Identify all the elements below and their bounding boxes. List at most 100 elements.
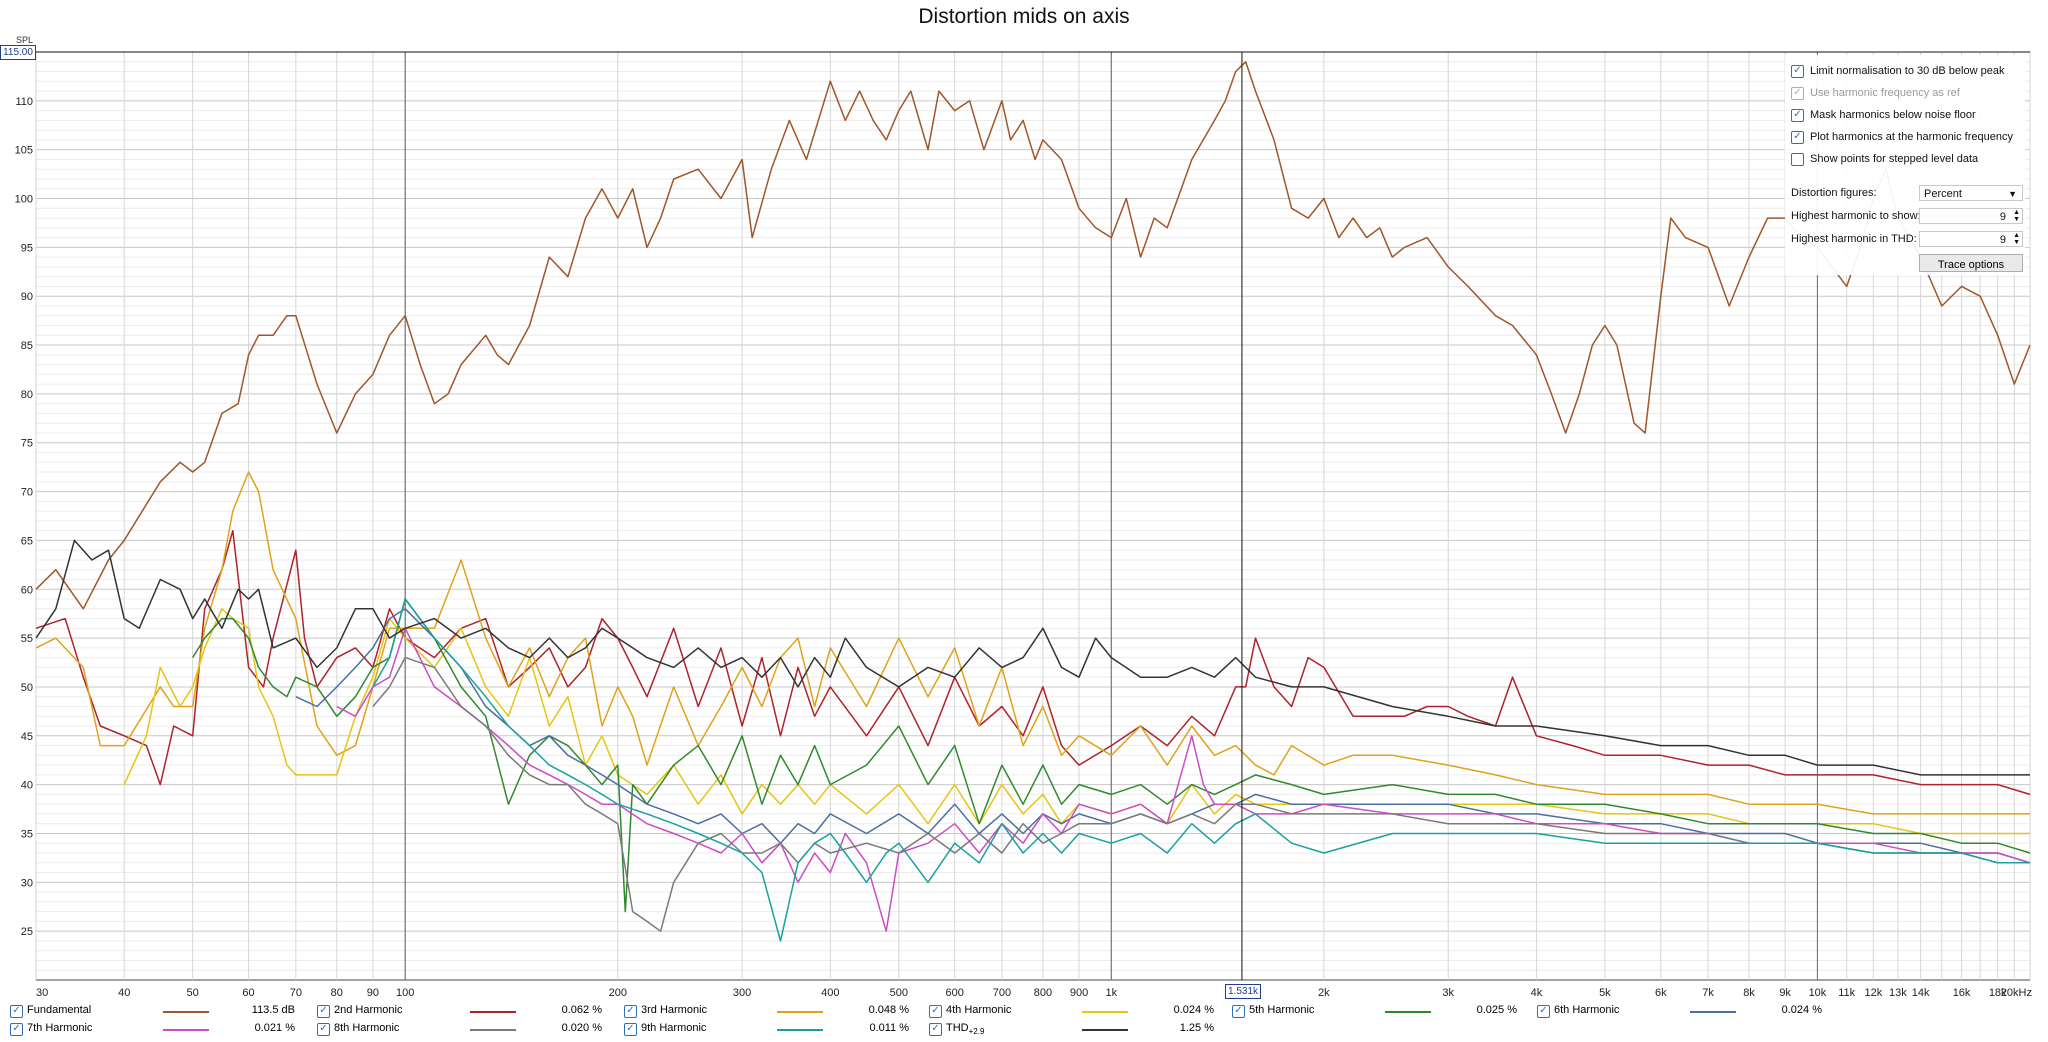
legend-value: 0.011 % — [869, 1022, 909, 1034]
checkbox-icon[interactable]: ✓ — [1537, 1004, 1550, 1018]
legend-value: 113.5 dB — [251, 1004, 295, 1016]
checkbox-icon[interactable]: ✓ — [624, 1022, 637, 1036]
checkbox-icon[interactable] — [1791, 152, 1804, 166]
x-tick-label: 400 — [821, 987, 839, 999]
legend-item-5th-harmonic[interactable]: ✓ 5th Harmonic 0.025 % — [1232, 1003, 1522, 1019]
y-tick-label: 30 — [21, 877, 33, 889]
y-tick-label: 105 — [15, 145, 33, 157]
x-tick-label: 14k — [1912, 987, 1930, 999]
series-line-8th-harmonic — [372, 656, 2030, 932]
legend-item-fundamental[interactable]: ✓ Fundamental 113.5 dB — [10, 1003, 300, 1019]
legend-item-2nd-harmonic[interactable]: ✓ 2nd Harmonic 0.062 % — [317, 1003, 607, 1019]
legend-item-6th-harmonic[interactable]: ✓ 6th Harmonic 0.024 % — [1537, 1003, 1827, 1019]
x-tick-label: 7k — [1702, 987, 1714, 999]
checkbox-icon[interactable]: ✓ — [10, 1022, 23, 1036]
checkbox-icon[interactable]: ✓ — [317, 1004, 330, 1018]
x-tick-label: 11k — [1838, 987, 1855, 999]
highest-harmonic-show-spinner[interactable]: 9 ▲ ▼ — [1919, 208, 2023, 224]
legend: ✓ Fundamental 113.5 dB ✓ 2nd Harmonic 0.… — [0, 1003, 2048, 1042]
checkbox-icon[interactable]: ✓ — [929, 1004, 942, 1018]
y-tick-label: 75 — [21, 438, 33, 450]
legend-thd-sub: +2.9 — [968, 1027, 985, 1037]
checkbox-icon[interactable]: ✓ — [1791, 108, 1804, 122]
legend-swatch — [1082, 1029, 1128, 1031]
legend-swatch — [163, 1029, 209, 1031]
y-tick-label: 50 — [21, 682, 33, 694]
checkbox-icon[interactable]: ✓ — [929, 1022, 942, 1036]
checkbox-icon[interactable]: ✓ — [1791, 130, 1804, 144]
y-tick-label: 45 — [21, 731, 33, 743]
checkbox-icon[interactable]: ✓ — [1232, 1004, 1245, 1018]
spinner-arrows-icon[interactable]: ▲ ▼ — [2013, 232, 2020, 246]
x-tick-label: 2k — [1318, 987, 1330, 999]
x-tick-label: 3k — [1442, 987, 1454, 999]
legend-item-4th-harmonic[interactable]: ✓ 4th Harmonic 0.024 % — [929, 1003, 1219, 1019]
x-tick-label: 1k — [1106, 987, 1118, 999]
legend-name: 2nd Harmonic — [334, 1004, 403, 1016]
legend-item-7th-harmonic[interactable]: ✓ 7th Harmonic 0.021 % — [10, 1021, 300, 1037]
y-tick-label: 55 — [21, 633, 33, 645]
highest-harmonic-thd-spinner[interactable]: 9 ▲ ▼ — [1919, 231, 2023, 247]
distortion-figures-dropdown[interactable]: Percent ▼ — [1919, 185, 2023, 201]
legend-item-thd[interactable]: ✓ THD+2.9 1.25 % — [929, 1021, 1219, 1037]
chart-title: Distortion mids on axis — [918, 5, 1130, 28]
legend-swatch — [470, 1029, 516, 1031]
y-tick-label: 25 — [21, 926, 33, 938]
legend-swatch — [470, 1011, 516, 1013]
x-tick-label: 900 — [1070, 987, 1088, 999]
legend-value: 0.024 % — [1173, 1004, 1214, 1016]
series-line-2nd-harmonic — [35, 529, 2031, 796]
x-tick-label: 500 — [890, 987, 908, 999]
checkbox-icon[interactable]: ✓ — [624, 1004, 637, 1018]
legend-name: 3rd Harmonic — [641, 1004, 708, 1016]
limit-normalisation-option[interactable]: ✓ Limit normalisation to 30 dB below pea… — [1791, 63, 2004, 79]
x-tick-label: 20kHz — [2001, 987, 2032, 999]
legend-swatch — [1082, 1011, 1128, 1013]
plot-harmonics-option[interactable]: ✓ Plot harmonics at the harmonic frequen… — [1791, 129, 2013, 145]
distortion-figures-value: Percent — [1924, 188, 1962, 200]
legend-name: 6th Harmonic — [1554, 1004, 1620, 1016]
x-tick-label: 60 — [242, 987, 254, 999]
cursor-x-readout: 1.531k — [1225, 984, 1261, 999]
legend-name: 5th Harmonic — [1249, 1004, 1315, 1016]
x-tick-label: 40 — [118, 987, 130, 999]
legend-item-8th-harmonic[interactable]: ✓ 8th Harmonic 0.020 % — [317, 1021, 607, 1037]
x-tick-label: 100 — [396, 987, 414, 999]
series-line-7th-harmonic — [336, 627, 2031, 932]
x-tick-label: 300 — [733, 987, 751, 999]
y-tick-labels: 25 30 35 40 45 50 55 60 65 70 75 80 85 90 95 100 105 110 — [15, 96, 33, 938]
legend-swatch — [777, 1011, 823, 1013]
spinner-arrows-icon[interactable]: ▲ ▼ — [2013, 209, 2020, 223]
plot-area[interactable]: 253035404550556065707580859095100105110 … — [0, 0, 2048, 1003]
trace-options-button[interactable]: Trace options — [1919, 254, 2023, 272]
mask-harmonics-label: Mask harmonics below noise floor — [1810, 109, 1976, 121]
legend-swatch — [1690, 1011, 1736, 1013]
x-tick-label: 4k — [1531, 987, 1543, 999]
highest-harmonic-show-value: 9 — [1999, 211, 2006, 223]
y-tick-label: 80 — [21, 389, 33, 401]
x-tick-label: 16k — [1953, 987, 1971, 999]
checkbox-icon[interactable]: ✓ — [10, 1004, 23, 1018]
series-line-3rd-harmonic — [35, 471, 2030, 815]
series-line-4th-harmonic — [123, 608, 2030, 835]
legend-value: 0.021 % — [254, 1022, 295, 1034]
y-tick-label: 90 — [21, 291, 33, 303]
show-points-label: Show points for stepped level data — [1810, 153, 1979, 165]
use-harmonic-frequency-option: ✓ Use harmonic frequency as ref — [1791, 85, 1960, 101]
legend-name: 9th Harmonic — [641, 1022, 707, 1034]
x-tick-label: 800 — [1034, 987, 1052, 999]
x-tick-label: 9k — [1779, 987, 1791, 999]
series-line-5th-harmonic — [192, 598, 2031, 913]
legend-value: 0.048 % — [868, 1004, 909, 1016]
mask-harmonics-option[interactable]: ✓ Mask harmonics below noise floor — [1791, 107, 1976, 123]
x-tick-label: 12k — [1864, 987, 1882, 999]
x-tick-label: 700 — [993, 987, 1011, 999]
checkbox-icon[interactable]: ✓ — [1791, 64, 1804, 78]
y-tick-label: 60 — [21, 584, 33, 596]
checkbox-icon[interactable]: ✓ — [317, 1022, 330, 1036]
legend-item-3rd-harmonic[interactable]: ✓ 3rd Harmonic 0.048 % — [624, 1003, 914, 1019]
show-points-option[interactable]: Show points for stepped level data — [1791, 151, 1978, 167]
checkbox-icon: ✓ — [1791, 86, 1804, 100]
legend-item-9th-harmonic[interactable]: ✓ 9th Harmonic 0.011 % — [624, 1021, 914, 1037]
plot-frame — [35, 51, 2031, 981]
